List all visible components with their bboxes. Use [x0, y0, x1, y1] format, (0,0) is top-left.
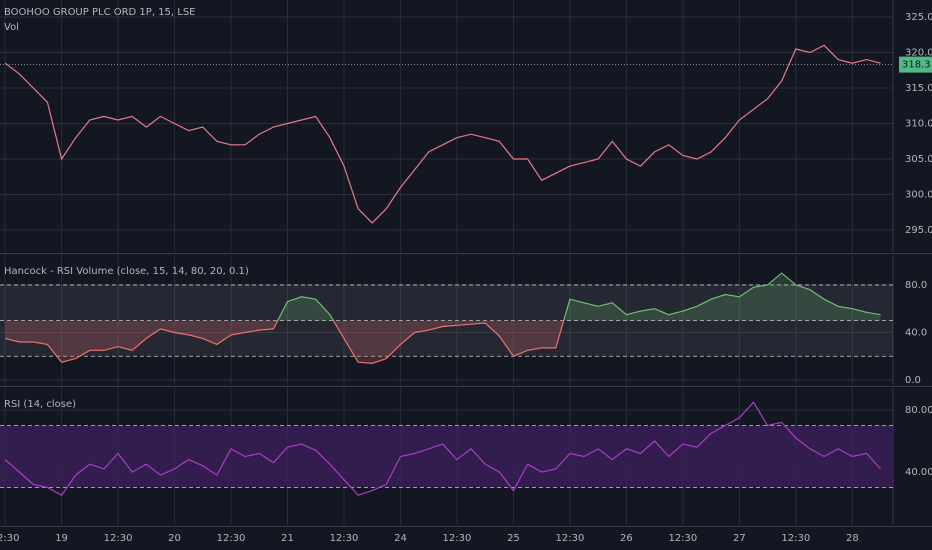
area: [5, 273, 881, 364]
last-price-label: 318.3: [902, 60, 931, 71]
y-tick-label: 0.0: [905, 375, 921, 386]
panel-title: RSI (14, close): [4, 399, 76, 410]
y-tick-label: 40.0: [905, 327, 927, 338]
y-tick-label: 295.0: [905, 225, 932, 236]
y-tick-label: 40.00: [905, 467, 932, 478]
x-tick-label: 19: [55, 533, 68, 544]
last-price-box: [899, 56, 932, 73]
x-tick-label: 12:30: [668, 533, 697, 544]
x-tick-label: 21: [281, 533, 294, 544]
panel-subtitle: Vol: [4, 22, 19, 33]
x-tick-label: 12:30: [217, 533, 246, 544]
level-band: [0, 425, 893, 488]
panel-title: Hancock - RSI Volume (close, 15, 14, 80,…: [4, 266, 249, 277]
panel-title: BOOHOO GROUP PLC ORD 1P, 15, LSE: [4, 7, 196, 18]
x-tick-label: 24: [394, 533, 407, 544]
y-tick-label: 80.00: [905, 405, 932, 416]
x-tick-label: 20: [168, 533, 181, 544]
x-tick-label: 28: [846, 533, 859, 544]
y-tick-label: 305.0: [905, 154, 932, 165]
series-line: [4, 272, 881, 365]
series-line: [4, 401, 882, 496]
x-tick-label: 12:30: [443, 533, 472, 544]
x-tick-label: 12:30: [0, 533, 19, 544]
y-tick-label: 80.0: [905, 280, 927, 291]
x-tick-label: 12:30: [556, 533, 585, 544]
x-tick-label: 12:30: [330, 533, 359, 544]
y-tick-label: 310.0: [905, 119, 932, 130]
x-tick-label: 26: [620, 533, 633, 544]
x-tick-label: 27: [733, 533, 746, 544]
x-tick-label: 12:30: [781, 533, 810, 544]
series-line: [4, 44, 881, 224]
y-tick-label: 320.0: [905, 48, 932, 59]
y-tick-label: 300.0: [905, 190, 932, 201]
y-tick-label: 315.0: [905, 83, 932, 94]
x-tick-label: 12:30: [104, 533, 133, 544]
y-tick-label: 325.0: [905, 12, 932, 23]
x-tick-label: 25: [507, 533, 520, 544]
